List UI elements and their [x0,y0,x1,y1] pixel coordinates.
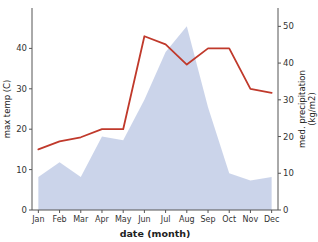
temperature-line [38,36,271,149]
x-tick-label: Jan [31,215,44,224]
x-tick-label: Dec [264,215,279,224]
y2-tick-label: 0 [283,205,288,215]
y2-tick-label: 30 [283,95,294,105]
y2-tick-label: 20 [283,132,294,142]
x-tick-label: Apr [95,215,110,224]
y2-axis-label-line: (kg/m2) [307,92,317,126]
x-tick [38,210,39,213]
x-tick-label: Jul [160,215,171,224]
y2-tick [278,173,281,174]
y-axis-line [32,8,33,210]
x-tick [144,210,145,213]
y-tick-label: 0 [22,205,27,215]
x-tick [271,210,272,213]
x-tick [229,210,230,213]
y-tick [29,48,32,49]
y2-tick [278,210,281,211]
y2-tick [278,99,281,100]
x-tick [123,210,124,213]
x-tick-label: May [115,215,132,224]
x-tick [250,210,251,213]
chart: 0 10 20 30 40 0 10 20 30 40 50 Jan Feb Mar Apr May Jun Ju… [0,0,318,242]
y-tick-label: 30 [16,84,27,94]
y2-tick [278,63,281,64]
y-tick-label: 40 [16,43,27,53]
x-tick-label: Aug [179,215,195,224]
x-tick-label: Sep [200,215,215,224]
x-tick-label: Jun [137,215,151,224]
y-tick [29,169,32,170]
y2-tick-label: 40 [283,58,294,68]
x-axis-line [32,210,278,211]
y2-tick [278,136,281,137]
y-axis-label: max temp (C) [2,80,12,139]
y-tick [29,88,32,89]
y2-axis-label: med. precipitation(kg/m2) [297,70,317,148]
x-tick [101,210,102,213]
y-tick [29,210,32,211]
x-tick-label: Mar [73,215,89,224]
x-tick [186,210,187,213]
x-tick-label: Feb [52,215,66,224]
y2-axis-line [278,8,279,210]
x-tick [59,210,60,213]
precipitation-area [38,26,271,210]
x-tick [165,210,166,213]
y2-tick [278,26,281,27]
y2-tick-label: 50 [283,21,294,31]
x-tick-label: Nov [243,215,259,224]
x-axis-label: date (month) [120,228,191,239]
x-tick-label: Oct [222,215,236,224]
y2-tick-label: 10 [283,168,294,178]
y-tick-label: 10 [16,165,27,175]
y-tick [29,129,32,130]
x-tick [208,210,209,213]
x-tick [80,210,81,213]
plot-area [38,26,271,210]
y2-axis-label-line: med. precipitation [297,70,307,148]
y-tick-label: 20 [16,124,27,134]
